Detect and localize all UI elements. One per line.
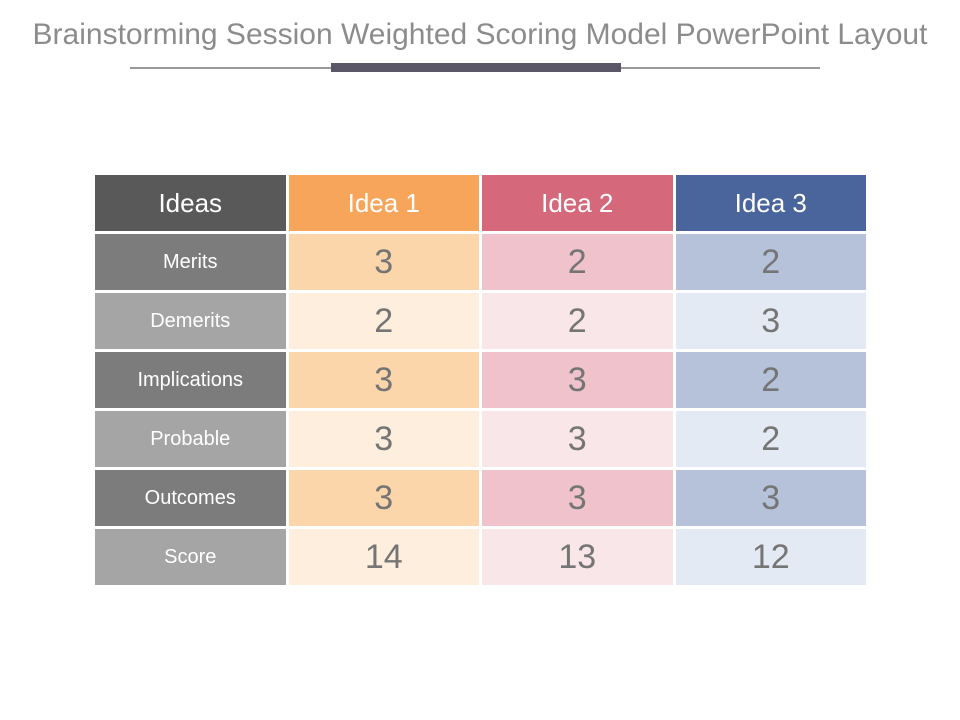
cell-probable-idea-3: 2 [675,411,866,467]
cell-implications-idea-3: 2 [675,352,866,408]
cell-demerits-idea-3: 3 [675,293,866,349]
row-label-score: Score [95,529,286,585]
cell-outcomes-idea-3: 3 [675,470,866,526]
cell-demerits-idea-1: 2 [288,293,479,349]
title-divider-accent [331,63,621,72]
header-cell-idea-1: Idea 1 [288,175,479,231]
cell-merits-idea-3: 2 [675,234,866,290]
row-label-demerits: Demerits [95,293,286,349]
row-label-merits: Merits [95,234,286,290]
cell-implications-idea-2: 3 [482,352,673,408]
row-label-probable: Probable [95,411,286,467]
cell-demerits-idea-2: 2 [482,293,673,349]
cell-merits-idea-1: 3 [288,234,479,290]
cell-score-idea-1: 14 [288,529,479,585]
cell-score-idea-3: 12 [675,529,866,585]
slide-title: Brainstorming Session Weighted Scoring M… [32,18,928,51]
header-cell-ideas: Ideas [95,175,286,231]
header-cell-idea-2: Idea 2 [482,175,673,231]
cell-outcomes-idea-2: 3 [482,470,673,526]
cell-merits-idea-2: 2 [482,234,673,290]
header-cell-idea-3: Idea 3 [675,175,866,231]
cell-probable-idea-1: 3 [288,411,479,467]
row-label-outcomes: Outcomes [95,470,286,526]
row-label-implications: Implications [95,352,286,408]
weighted-scoring-table: Ideas Idea 1 Idea 2 Idea 3 Merits 3 2 2 … [95,175,866,585]
cell-probable-idea-2: 3 [482,411,673,467]
cell-implications-idea-1: 3 [288,352,479,408]
cell-score-idea-2: 13 [482,529,673,585]
cell-outcomes-idea-1: 3 [288,470,479,526]
